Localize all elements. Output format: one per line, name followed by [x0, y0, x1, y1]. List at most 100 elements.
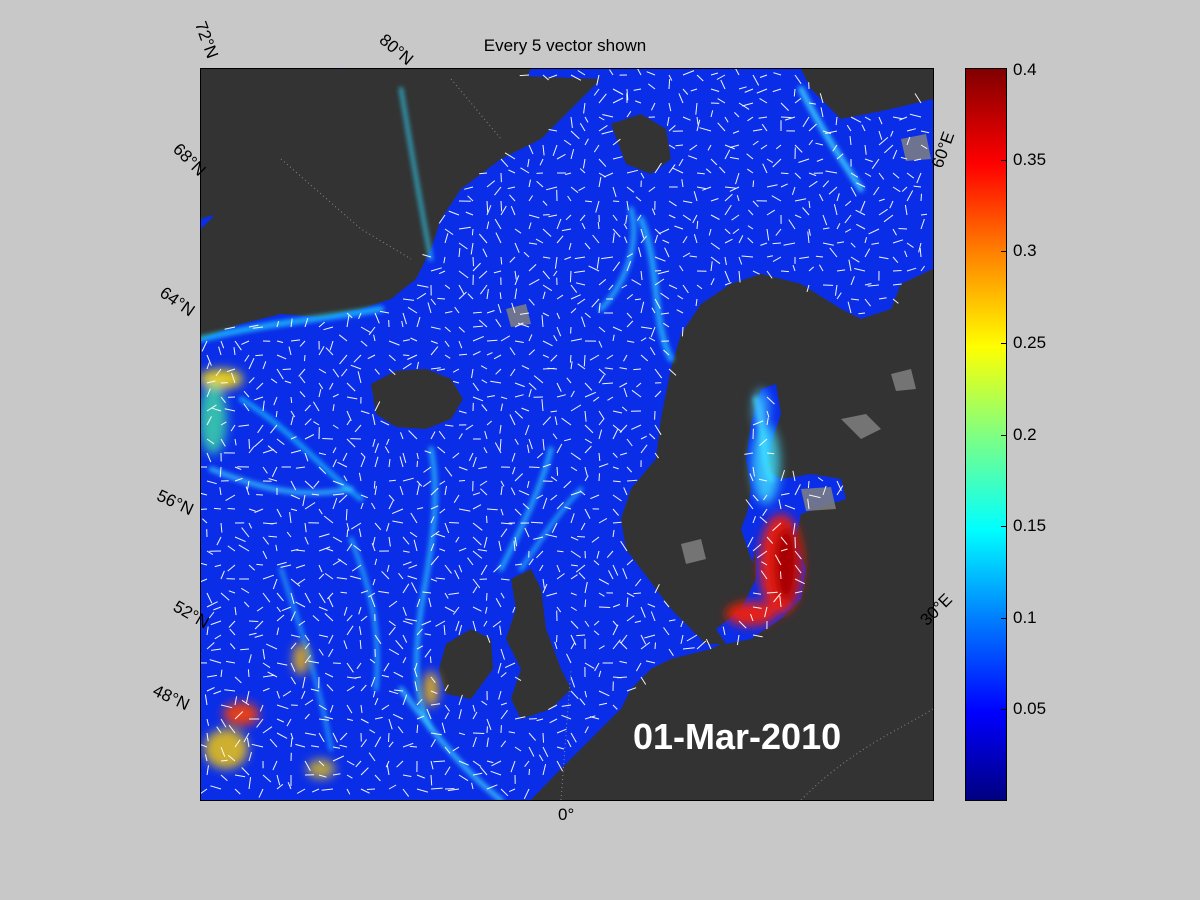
- velocity-vector: [302, 494, 306, 507]
- velocity-vector: [878, 208, 888, 216]
- velocity-vector: [883, 214, 894, 223]
- velocity-vector: [528, 278, 540, 286]
- velocity-vector: [402, 657, 407, 664]
- velocity-vector: [906, 242, 914, 248]
- velocity-vector: [856, 182, 866, 188]
- velocity-vector: [668, 368, 677, 376]
- velocity-vector: [380, 310, 390, 314]
- velocity-vector: [346, 382, 356, 392]
- velocity-vector: [311, 788, 320, 793]
- velocity-vector: [738, 256, 743, 265]
- velocity-vector: [318, 388, 322, 398]
- velocity-vector: [392, 520, 404, 524]
- velocity-vector: [202, 518, 208, 524]
- colorbar-tick-label: 0.05: [1013, 699, 1047, 719]
- velocity-vector: [290, 416, 294, 426]
- velocity-vector: [634, 298, 642, 301]
- velocity-vector: [206, 380, 216, 384]
- velocity-vector: [892, 298, 899, 304]
- velocity-vector: [592, 234, 600, 244]
- velocity-vector: [486, 760, 494, 764]
- velocity-vector: [521, 407, 530, 412]
- velocity-vector: [402, 452, 407, 464]
- velocity-vector: [663, 600, 670, 608]
- velocity-vector: [920, 130, 930, 134]
- velocity-vector: [524, 527, 530, 538]
- velocity-vector: [401, 320, 404, 328]
- velocity-vector: [402, 583, 410, 594]
- velocity-vector: [427, 302, 432, 314]
- velocity-vector: [465, 424, 474, 431]
- velocity-vector: [542, 583, 548, 594]
- velocity-vector: [696, 172, 705, 175]
- velocity-vector: [816, 158, 824, 162]
- velocity-vector: [295, 601, 306, 608]
- velocity-vector: [584, 438, 592, 444]
- velocity-vector: [480, 365, 488, 370]
- velocity-vector: [693, 191, 698, 202]
- velocity-vector: [346, 774, 353, 779]
- velocity-vector: [563, 139, 572, 146]
- velocity-vector: [635, 578, 642, 587]
- velocity-vector: [514, 394, 524, 398]
- velocity-vector: [579, 168, 586, 174]
- velocity-vector: [738, 102, 750, 110]
- velocity-vector: [631, 389, 642, 398]
- velocity-vector: [836, 223, 841, 230]
- velocity-vector: [710, 158, 718, 166]
- velocity-vector: [710, 198, 719, 202]
- velocity-vector: [593, 88, 600, 96]
- velocity-vector: [444, 564, 452, 574]
- velocity-vector: [574, 270, 586, 273]
- velocity-vector: [299, 340, 306, 347]
- velocity-vector: [650, 326, 656, 338]
- velocity-vector: [500, 709, 509, 720]
- velocity-vector: [458, 284, 465, 295]
- velocity-vector: [612, 326, 623, 332]
- velocity-vector: [290, 480, 297, 491]
- velocity-vector: [458, 326, 465, 333]
- velocity-vector: [430, 530, 440, 538]
- velocity-vector: [201, 340, 208, 352]
- velocity-vector: [654, 270, 662, 272]
- velocity-vector: [699, 127, 712, 132]
- velocity-vector: [500, 256, 503, 265]
- velocity-vector: [849, 136, 852, 146]
- velocity-vector: [729, 156, 740, 160]
- velocity-vector: [514, 340, 524, 343]
- velocity-vector: [238, 424, 250, 427]
- velocity-vector: [372, 690, 376, 698]
- velocity-vector: [640, 444, 648, 454]
- velocity-vector: [276, 508, 282, 518]
- velocity-vector: [290, 634, 301, 638]
- velocity-vector: [584, 581, 588, 594]
- velocity-vector: [612, 494, 622, 502]
- velocity-vector: [724, 282, 732, 286]
- velocity-vector: [262, 726, 273, 734]
- velocity-vector: [640, 354, 649, 362]
- velocity-vector: [262, 774, 272, 783]
- velocity-vector: [351, 522, 362, 530]
- velocity-vector: [508, 788, 516, 793]
- velocity-vector: [780, 270, 790, 273]
- velocity-vector: [612, 564, 619, 576]
- velocity-vector: [252, 326, 264, 329]
- velocity-vector: [624, 236, 628, 244]
- colorbar-tick-mark: [1001, 342, 1007, 344]
- velocity-vector: [268, 478, 278, 482]
- velocity-vector: [542, 340, 553, 347]
- velocity-vector: [298, 620, 306, 626]
- velocity-vector: [472, 578, 481, 589]
- velocity-vector: [262, 674, 275, 678]
- velocity-vector: [784, 116, 796, 121]
- velocity-vector: [211, 648, 222, 651]
- velocity-vector: [752, 592, 762, 595]
- velocity-vector: [517, 322, 530, 328]
- velocity-vector: [589, 354, 600, 361]
- velocity-vector: [346, 529, 349, 538]
- velocity-vector: [398, 572, 404, 580]
- velocity-vector: [890, 130, 894, 137]
- velocity-vector: [735, 69, 740, 76]
- velocity-vector: [551, 522, 558, 533]
- velocity-vector: [248, 446, 255, 454]
